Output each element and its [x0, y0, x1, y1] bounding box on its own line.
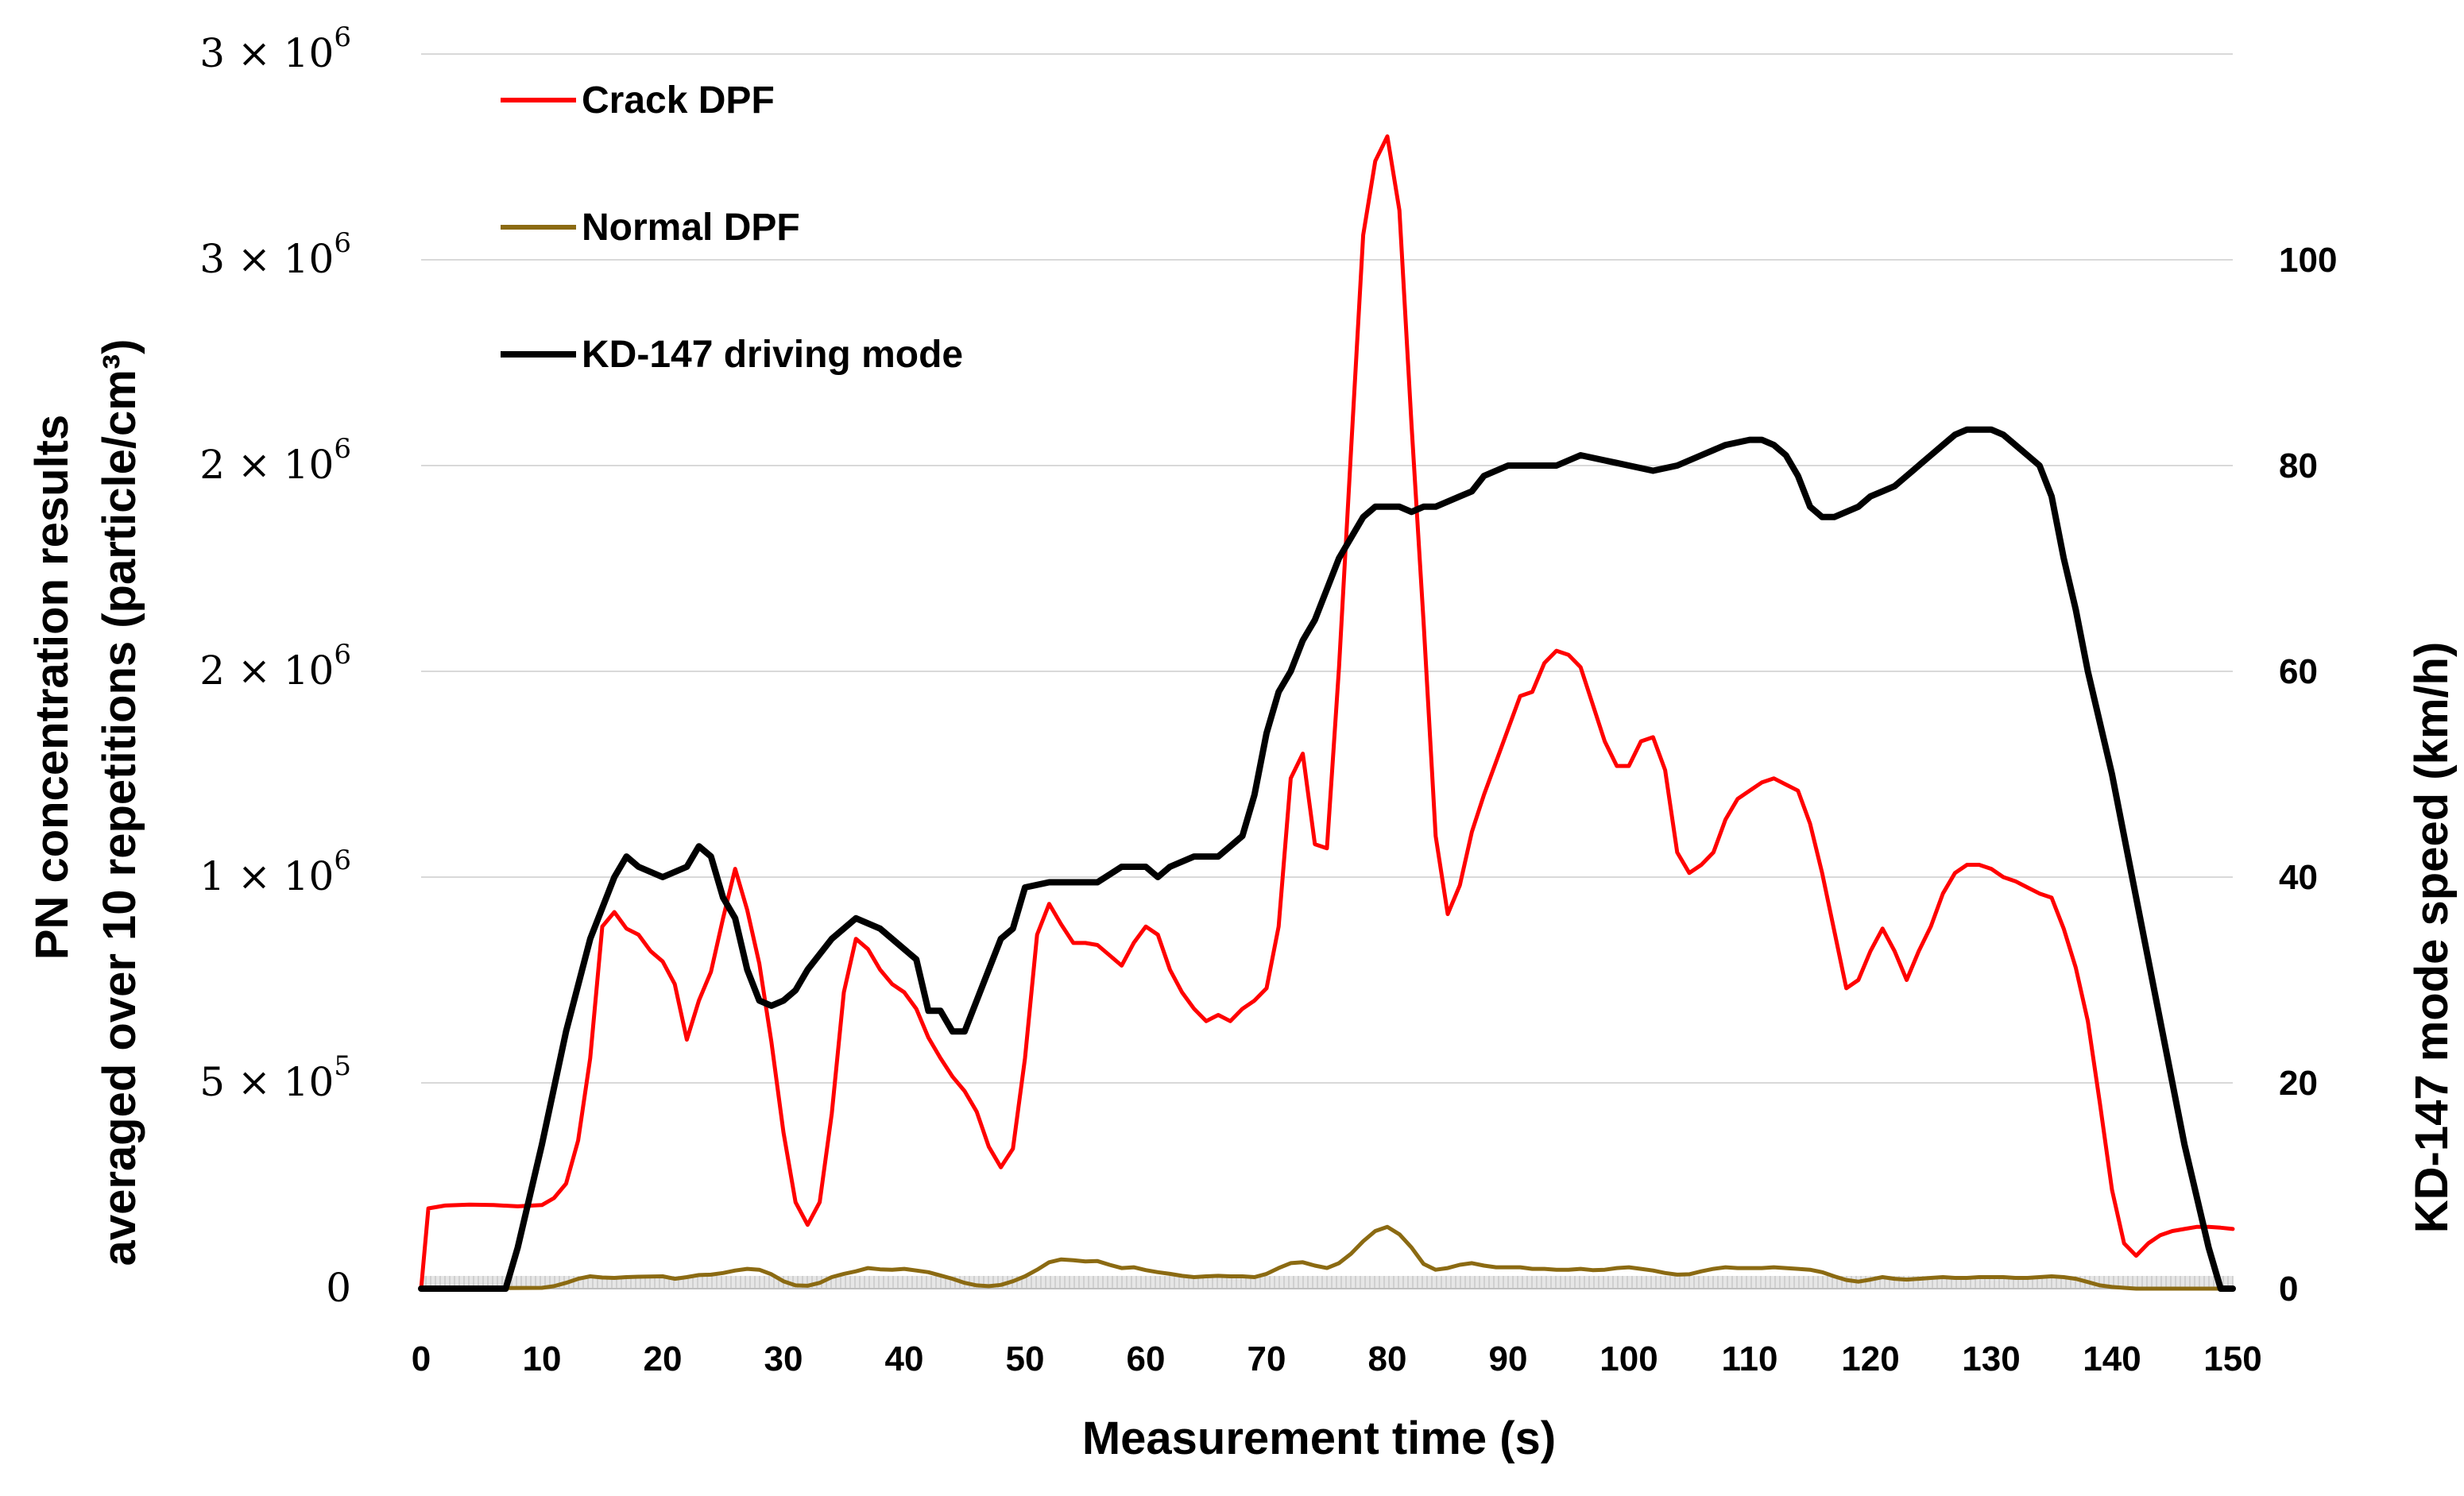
x-tick-label-150: 150	[2203, 1339, 2261, 1378]
gridlines	[421, 53, 2233, 1084]
x-tick-label-10: 10	[523, 1339, 562, 1378]
left-y-tick-label-4: 2 × 106	[199, 433, 351, 488]
left-y-tick-label-6: 3 × 106	[199, 21, 351, 76]
left-y-axis-title-line-2: averaged over 10 repetitions (particle/c…	[94, 339, 145, 1266]
x-tick-label-90: 90	[1489, 1339, 1528, 1378]
left-y-tick-label-5: 3 × 106	[199, 227, 351, 282]
right-y-tick-label-40: 40	[2279, 858, 2318, 897]
left-y-tick-label-3: 2 × 106	[199, 639, 351, 694]
x-tick-label-110: 110	[1722, 1339, 1778, 1378]
left-y-tick-label-2: 1 × 106	[199, 845, 351, 899]
legend-label-crack-dpf: Crack DPF	[582, 79, 775, 122]
x-tick-label-60: 60	[1127, 1339, 1166, 1378]
right-y-tick-label-100: 100	[2279, 241, 2337, 280]
series-line-normal-dpf	[419, 1224, 2235, 1291]
left-y-tick-labels: 0 5 × 105 1 × 106 2 × 106 2 × 106 3 × 106 3 × …	[199, 21, 351, 1311]
right-y-tick-labels: 0 20 40 60 80 100	[2279, 241, 2337, 1309]
x-tick-label-80: 80	[1368, 1339, 1407, 1378]
right-y-tick-label-60: 60	[2279, 652, 2318, 691]
x-tick-label-120: 120	[1841, 1339, 1899, 1378]
x-tick-label-140: 140	[2083, 1339, 2141, 1378]
right-y-tick-label-80: 80	[2279, 446, 2318, 485]
right-y-axis-title: KD-147 mode speed (km/h)	[2406, 642, 2458, 1234]
x-tick-label-20: 20	[644, 1339, 683, 1378]
left-y-tick-label-1: 5 × 105	[199, 1050, 351, 1105]
legend-item-kd147-driving-mode: KD-147 driving mode	[501, 334, 963, 376]
right-y-tick-label-20: 20	[2279, 1064, 2318, 1103]
series-line-kd-147-driving-mode	[418, 426, 2236, 1292]
series-lines	[418, 134, 2236, 1292]
x-tick-label-100: 100	[1599, 1339, 1657, 1378]
left-y-axis-title-line-1: PN concentration results	[26, 415, 78, 960]
left-y-tick-label-0: 0	[326, 1265, 351, 1311]
x-tick-label-40: 40	[885, 1339, 924, 1378]
right-y-tick-label-0: 0	[2279, 1270, 2298, 1309]
legend-label-kd147-driving-mode: KD-147 driving mode	[582, 334, 963, 376]
x-axis-title: Measurement time (s)	[1082, 1413, 1556, 1464]
x-tick-labels: 0 10 20 30 40 50 60 70 80 90 100 110 120 130 140 150	[412, 1339, 2262, 1378]
legend-item-crack-dpf: Crack DPF	[501, 79, 775, 122]
x-tick-label-70: 70	[1247, 1339, 1286, 1378]
x-tick-label-130: 130	[1962, 1339, 2020, 1378]
x-tick-label-50: 50	[1006, 1339, 1045, 1378]
x-tick-label-0: 0	[412, 1339, 431, 1378]
x-tick-label-30: 30	[764, 1339, 803, 1378]
legend-item-normal-dpf: Normal DPF	[501, 207, 800, 249]
legend: Crack DPF Normal DPF KD-147 driving mode	[501, 79, 963, 376]
series-line-crack-dpf	[419, 134, 2235, 1291]
legend-label-normal-dpf: Normal DPF	[582, 207, 800, 249]
